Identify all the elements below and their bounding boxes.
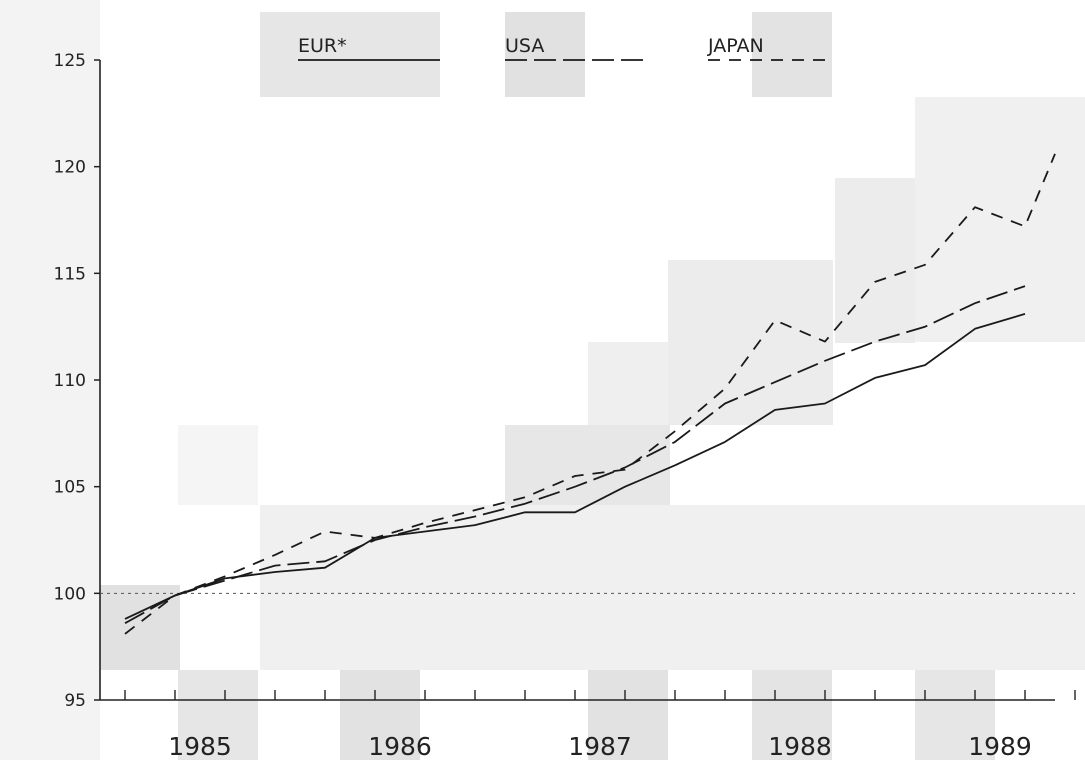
y-tick-label: 110 <box>54 371 86 391</box>
background-block <box>100 585 180 670</box>
axes: 95 100 105 110 115 120 125 1985 1986 1987 1988 1989 <box>54 51 1076 760</box>
background-block <box>0 0 100 760</box>
y-tick-label: 125 <box>54 51 86 71</box>
x-year-label: 1988 <box>768 732 832 760</box>
background-block <box>505 425 670 505</box>
x-year-label: 1986 <box>368 732 432 760</box>
background-block <box>752 12 832 97</box>
series-line-eur <box>124 313 1026 620</box>
y-tick-label: 115 <box>54 264 86 284</box>
y-tick-label: 120 <box>54 158 86 178</box>
background-block <box>668 260 833 425</box>
series-line-usa <box>124 285 1026 624</box>
legend: EUR* USA JAPAN <box>298 35 832 61</box>
legend-label: EUR* <box>298 35 347 57</box>
x-year-label: 1987 <box>568 732 632 760</box>
legend-label: USA <box>505 35 544 57</box>
x-year-label: 1989 <box>968 732 1032 760</box>
series-lines <box>124 153 1056 635</box>
background-block <box>260 505 1085 670</box>
background-block <box>915 670 995 760</box>
background-block <box>178 425 258 505</box>
y-tick-label: 100 <box>54 584 86 604</box>
background-block <box>260 12 440 97</box>
series-line-japan <box>124 153 1056 635</box>
background-block <box>505 12 585 97</box>
y-tick-label: 105 <box>54 478 86 498</box>
background-block <box>915 97 1085 342</box>
y-tick-label: 95 <box>64 691 86 711</box>
background-block <box>752 670 832 760</box>
legend-label: JAPAN <box>707 35 764 57</box>
background-block <box>340 670 420 760</box>
x-year-label: 1985 <box>168 732 232 760</box>
background-block <box>588 670 668 760</box>
background-block <box>835 178 915 343</box>
background-block <box>178 670 258 760</box>
